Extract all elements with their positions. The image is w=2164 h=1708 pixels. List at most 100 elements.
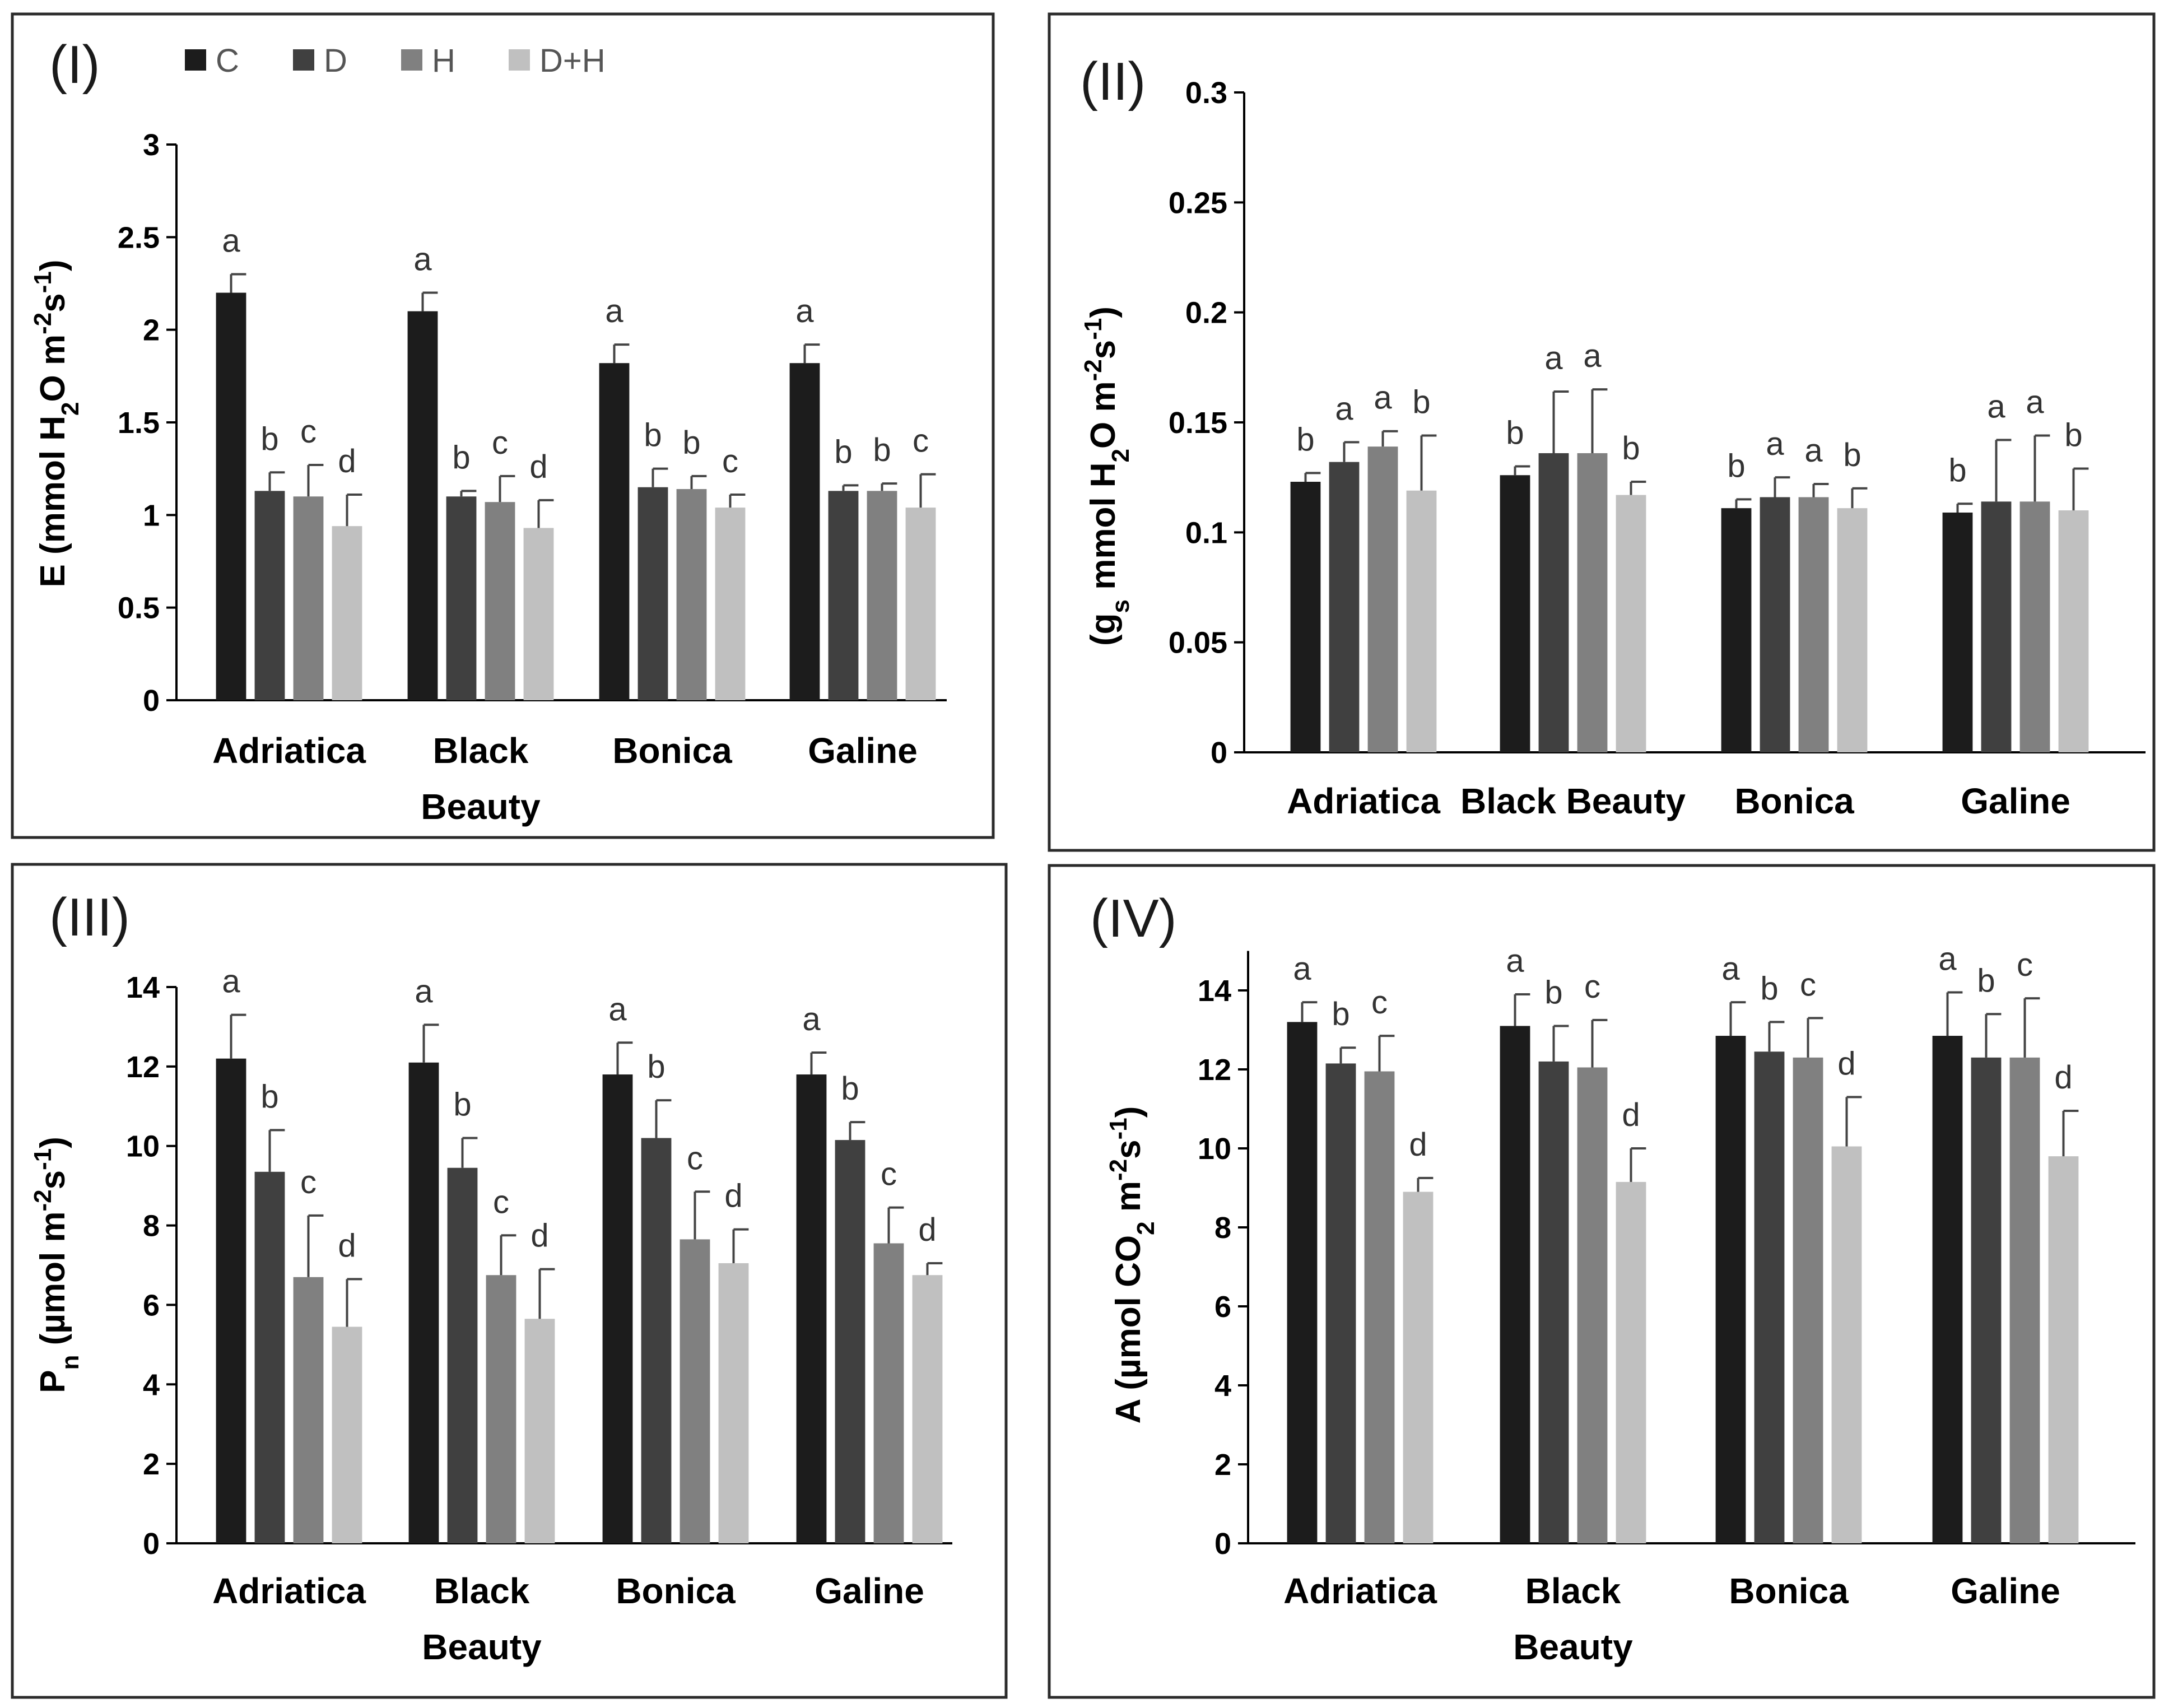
significance-letter: b — [647, 1049, 665, 1085]
x-tick-label: Galine — [1961, 781, 2070, 821]
significance-letter: d — [529, 449, 547, 485]
bar-dplush — [912, 1275, 943, 1543]
bar-dplush — [2058, 510, 2089, 752]
significance-letter: a — [1938, 941, 1957, 978]
significance-letter: c — [493, 1184, 509, 1220]
significance-letter: c — [881, 1156, 897, 1193]
significance-letter: b — [834, 434, 852, 470]
bar-dplush — [332, 1327, 362, 1543]
bar-d — [637, 487, 668, 700]
x-tick-label: Adriatica — [212, 1571, 366, 1611]
legend-swatch — [509, 49, 530, 71]
x-tick-label: Adriatica — [212, 730, 366, 771]
legend-swatch — [293, 49, 314, 71]
significance-letter: d — [338, 1227, 356, 1264]
panel-label: (IV) — [1090, 888, 1177, 948]
significance-letter: a — [802, 1001, 821, 1037]
panel-label: (III) — [49, 887, 130, 947]
significance-letter: a — [1766, 426, 1784, 462]
bar-h — [293, 496, 324, 700]
significance-letter: c — [1371, 984, 1388, 1021]
significance-letter: a — [1804, 432, 1823, 469]
bar-d — [835, 1140, 865, 1543]
x-tick-label: Black Beauty — [1513, 1571, 1633, 1667]
significance-letter: d — [1622, 1097, 1640, 1133]
significance-letter: b — [682, 425, 700, 461]
x-tick-label: Adriatica — [1283, 1571, 1437, 1611]
bar-d — [1754, 1051, 1785, 1543]
significance-letter: c — [492, 425, 508, 461]
significance-letter: b — [1332, 996, 1349, 1032]
bar-d — [1760, 497, 1790, 752]
bar-c — [1500, 475, 1530, 752]
x-tick-label: Black Beauty — [422, 1571, 542, 1667]
significance-letter: c — [913, 423, 929, 459]
significance-letter: a — [1721, 951, 1740, 987]
bar-c — [1290, 482, 1321, 752]
y-tick-label: 12 — [1198, 1053, 1231, 1087]
bar-dplush — [1831, 1146, 1862, 1543]
significance-letter: b — [1544, 974, 1562, 1011]
panel-label: (II) — [1080, 52, 1146, 111]
legend-item: D — [293, 43, 347, 79]
y-tick-label: 12 — [126, 1050, 160, 1084]
y-tick-label: 0.25 — [1169, 186, 1227, 220]
significance-letter: b — [1296, 421, 1314, 458]
significance-letter: c — [1584, 969, 1600, 1005]
y-tick-label: 10 — [1198, 1132, 1231, 1166]
bar-dplush — [2048, 1156, 2079, 1543]
significance-letter: b — [1948, 452, 1966, 488]
significance-letter: a — [1987, 388, 2005, 425]
bar-c — [1932, 1036, 1963, 1543]
bar-h — [1793, 1057, 1823, 1543]
y-axis-title: Pn (µmol m-2s-1) — [29, 1137, 84, 1393]
y-tick-label: 3 — [143, 128, 160, 162]
significance-letter: b — [1727, 448, 1745, 484]
bar-h — [1798, 497, 1829, 752]
bar-d — [254, 491, 285, 700]
significance-letter: c — [687, 1140, 703, 1176]
bar-h — [1364, 1071, 1395, 1543]
y-tick-label: 2 — [1214, 1448, 1231, 1482]
y-tick-label: 4 — [143, 1368, 160, 1402]
y-tick-label: 10 — [126, 1130, 160, 1164]
bar-d — [641, 1138, 672, 1543]
y-tick-label: 0 — [1211, 736, 1227, 770]
y-tick-label: 0.15 — [1169, 406, 1227, 440]
significance-letter: a — [1583, 338, 1602, 374]
panel-II: (II) 0 0.05 0.1 0.15 0.2 0.25 0.3 (gs mmol H2O m… — [1048, 12, 2156, 852]
significance-letter: a — [605, 293, 623, 329]
bar-h — [676, 489, 707, 700]
x-tick-label: Bonica — [616, 1571, 736, 1611]
y-tick-label: 14 — [126, 971, 160, 1004]
bar-h — [293, 1277, 324, 1543]
bar-c — [408, 1062, 439, 1543]
bar-dplush — [1616, 1181, 1646, 1543]
bar-d — [1538, 1061, 1569, 1543]
bar-c — [796, 1074, 827, 1543]
y-axis-title: (gs mmol H2O m-2s-1) — [1079, 306, 1134, 646]
significance-letter: b — [1760, 970, 1778, 1007]
significance-letter: b — [1412, 384, 1430, 421]
significance-letter: a — [1335, 390, 1353, 427]
significance-letter: a — [222, 964, 240, 1000]
significance-letter: c — [722, 443, 738, 480]
y-tick-label: 8 — [1214, 1211, 1231, 1245]
significance-letter: d — [2054, 1059, 2072, 1096]
legend-swatch — [401, 49, 422, 71]
legend: C D H D+H — [185, 43, 606, 79]
legend-label: H — [432, 43, 455, 79]
y-tick-label: 6 — [1214, 1290, 1231, 1324]
x-tick-label: Bonica — [612, 730, 732, 771]
significance-letter: a — [1293, 951, 1311, 987]
panel-I: (I)00.511.522.53E (mmol H2O m-2s-1)ab cdA… — [11, 12, 995, 839]
significance-letter: b — [841, 1071, 859, 1107]
y-axis-title: A (µmol CO2 m-2s-1) — [1105, 1106, 1160, 1424]
bar-h — [680, 1239, 710, 1543]
significance-letter: a — [1374, 380, 1392, 416]
y-axis-title: E (mmol H2O m-2s-1) — [29, 259, 84, 587]
y-tick-label: 2 — [143, 314, 160, 347]
x-tick-label: Black Beauty — [421, 730, 541, 827]
